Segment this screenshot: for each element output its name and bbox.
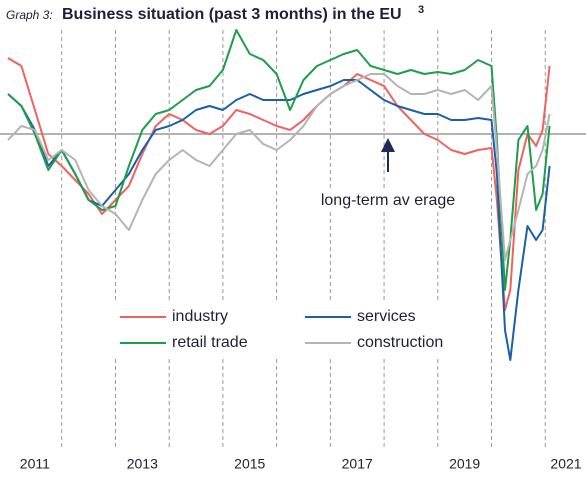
title-prefix: Graph 3: xyxy=(6,8,53,22)
legend-label: retail trade xyxy=(172,334,248,351)
x-tick-label: 2021 xyxy=(550,456,581,472)
x-tick-label: 2015 xyxy=(234,456,265,472)
chart-title: Business situation (past 3 months) in th… xyxy=(62,6,402,23)
x-tick-label: 2017 xyxy=(342,456,373,472)
x-tick-label: 2011 xyxy=(20,456,50,472)
legend-bg xyxy=(110,302,470,356)
series-line xyxy=(7,73,551,261)
x-tick-label: 2019 xyxy=(449,456,480,472)
annotation: long-term av erage xyxy=(321,192,455,209)
title-footnote: 3 xyxy=(418,4,424,16)
annotation-bg xyxy=(308,190,468,212)
series-line xyxy=(7,79,551,361)
series-line xyxy=(7,57,551,311)
legend-label: construction xyxy=(357,334,443,351)
legend-label: industry xyxy=(172,308,228,325)
x-tick-label: 2013 xyxy=(127,456,158,472)
series-line xyxy=(7,29,551,291)
legend-label: services xyxy=(357,308,416,325)
annotation-arrowhead xyxy=(381,138,395,152)
